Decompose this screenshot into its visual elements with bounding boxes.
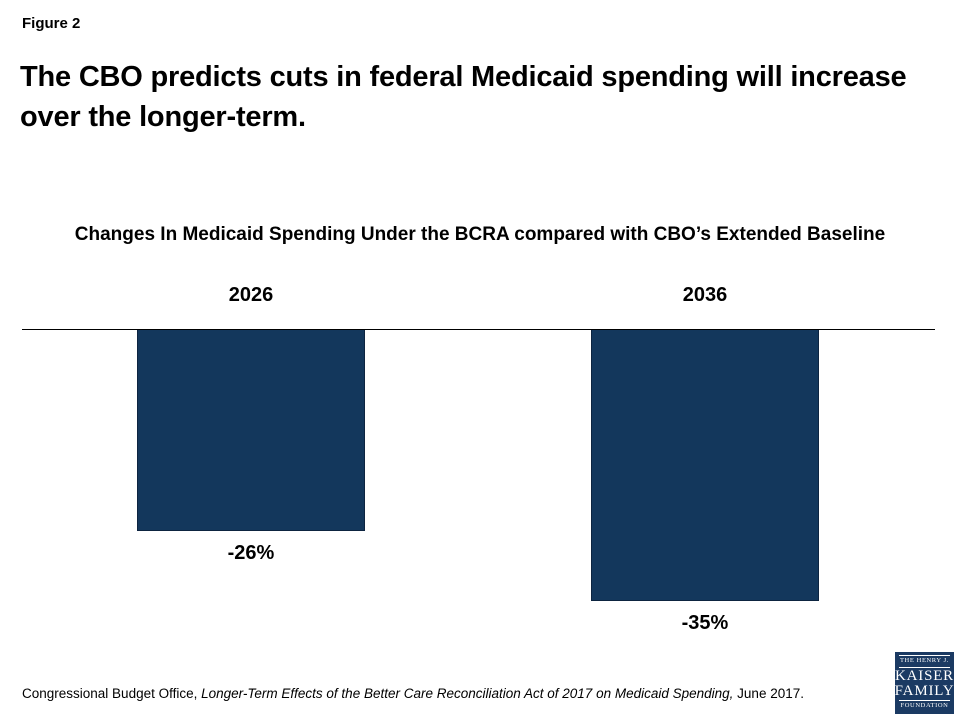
logo-line-family: FAMILY <box>894 683 955 700</box>
source-citation-italic: Longer-Term Effects of the Better Care R… <box>201 686 734 701</box>
category-label-2026: 2026 <box>228 284 274 306</box>
chart-title: Changes In Medicaid Spending Under the B… <box>74 224 886 245</box>
category-label-2036: 2036 <box>682 284 728 306</box>
source-prefix: Congressional Budget Office, <box>22 686 202 701</box>
logo-mid-rule <box>899 666 950 668</box>
source-text: Congressional Budget Office, Longer-Term… <box>22 686 882 701</box>
value-label-2026: -26% <box>227 542 275 564</box>
logo-line-kaiser: KAISER <box>895 667 954 684</box>
kff-logo: THE HENRY J. KAISER FAMILY FOUNDATION <box>895 652 954 714</box>
logo-top-rule <box>899 655 950 656</box>
page-title: The CBO predicts cuts in federal Medicai… <box>20 61 907 133</box>
logo-line-the-henry-j: THE HENRY J. <box>899 657 950 665</box>
figure-label: Figure 2 <box>22 15 81 32</box>
x-axis-baseline <box>22 329 935 330</box>
bar-2036 <box>591 330 819 601</box>
bar-chart-plot-area: 2026 -26% 2036 -35% <box>0 284 960 660</box>
bar-2026 <box>137 330 365 531</box>
logo-line-foundation: FOUNDATION <box>900 701 949 709</box>
logo-bottom-rule <box>899 699 950 701</box>
value-label-2036: -35% <box>681 612 729 634</box>
source-suffix: June 2017. <box>733 686 804 701</box>
